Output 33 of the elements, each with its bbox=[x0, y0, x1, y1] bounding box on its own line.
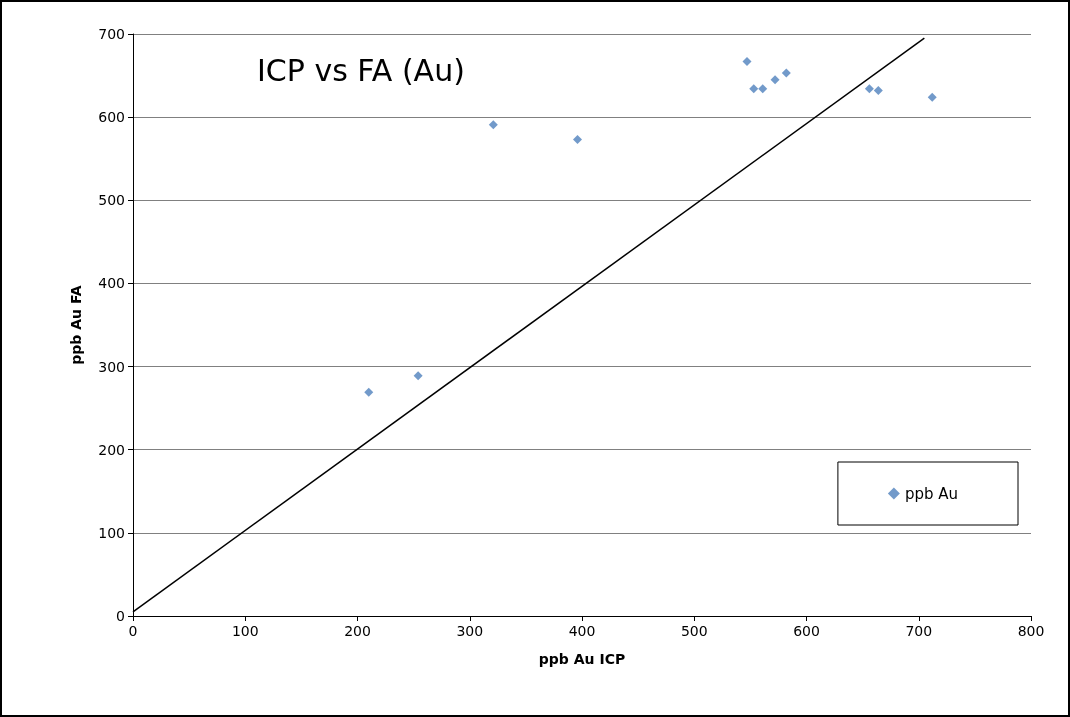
y-axis-title: ppb Au FA bbox=[68, 285, 84, 365]
point bbox=[488, 120, 498, 130]
y-tick-label: 300 bbox=[98, 358, 125, 375]
point bbox=[873, 86, 883, 96]
point bbox=[742, 56, 752, 66]
y-tick-label: 400 bbox=[98, 275, 125, 292]
legend-label: ppb Au bbox=[904, 484, 959, 503]
x-tick-label: 800 bbox=[1017, 623, 1045, 639]
x-tick-label: 600 bbox=[793, 623, 820, 639]
point bbox=[749, 84, 759, 94]
x-axis-title: ppb Au ICP bbox=[538, 651, 626, 667]
point bbox=[413, 371, 423, 381]
x-tick-label: 700 bbox=[905, 623, 933, 639]
point bbox=[573, 135, 583, 145]
y-tick-label: 0 bbox=[116, 608, 125, 624]
y-tick-label: 500 bbox=[98, 192, 125, 209]
x-tick-label: 300 bbox=[456, 623, 484, 639]
point bbox=[781, 68, 791, 78]
y-tick-label: 700 bbox=[98, 26, 125, 42]
point bbox=[864, 84, 874, 94]
x-tick-label: 500 bbox=[680, 623, 708, 639]
y-tick-label: 600 bbox=[98, 109, 125, 126]
x-tick-label: 200 bbox=[344, 623, 371, 639]
point bbox=[770, 75, 780, 85]
y-tick-label: 200 bbox=[98, 441, 125, 458]
point bbox=[364, 387, 374, 397]
point bbox=[927, 92, 937, 102]
x-tick-label: 0 bbox=[128, 623, 138, 639]
text: ICP vs FA (Au) bbox=[257, 52, 465, 88]
point bbox=[758, 84, 768, 94]
x-tick-label: 400 bbox=[568, 623, 596, 639]
x-tick-label: 100 bbox=[231, 623, 259, 639]
y-tick-label: 100 bbox=[98, 524, 125, 541]
